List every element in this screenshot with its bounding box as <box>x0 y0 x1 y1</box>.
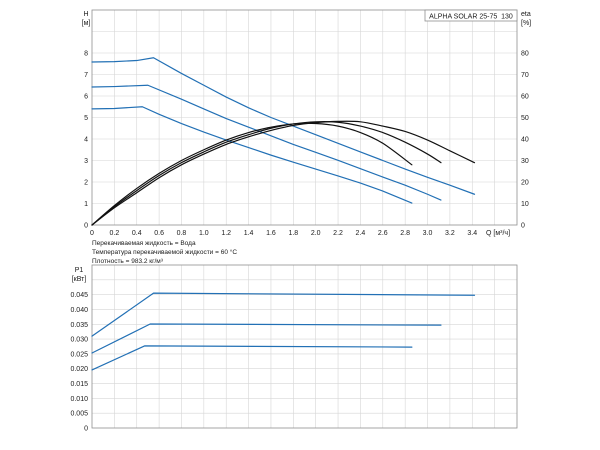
y2-tick-label: 20 <box>521 180 529 187</box>
y-tick-label: 1 <box>84 201 88 208</box>
x-tick-label: 0.4 <box>132 230 142 237</box>
y2-axis-unit: [%] <box>521 20 531 27</box>
y-tick-label: 0 <box>84 426 88 433</box>
x-axis-label: Q [м³/ч] <box>486 230 510 237</box>
y-tick-label: 0.005 <box>70 411 88 418</box>
y-tick-label: 0.045 <box>70 292 88 299</box>
note-density: Плотность = 983.2 кг/м³ <box>92 258 164 265</box>
y-tick-label: 0.020 <box>70 366 88 373</box>
power-chart-series <box>91 292 476 371</box>
x-tick-label: 1.4 <box>244 230 254 237</box>
power-axis-label: P1 <box>75 267 84 274</box>
power-curve <box>91 345 413 371</box>
y-tick-label: 7 <box>84 72 88 79</box>
y-tick-label: 0.025 <box>70 351 88 358</box>
y-tick-label: 0 <box>84 223 88 230</box>
x-tick-label: 2.4 <box>356 230 366 237</box>
note-fluid: Перекачиваемая жидкость = Вода <box>92 240 196 247</box>
fluid-notes: Перекачиваемая жидкость = Вода Температу… <box>92 240 237 265</box>
y-tick-label: 0.015 <box>70 381 88 388</box>
x-tick-label: 0.8 <box>177 230 187 237</box>
y-tick-label: 0.035 <box>70 322 88 329</box>
head-curve <box>91 57 476 195</box>
chart-title: ALPHA SOLAR 25-75 130 <box>429 13 513 20</box>
chart-title-box: ALPHA SOLAR 25-75 130 <box>424 9 518 22</box>
power-chart: 0 0.005 0.010 0.015 0.020 0.025 0.030 0.035 0.04… <box>70 264 518 433</box>
head-curve <box>91 84 442 201</box>
y-tick-label: 8 <box>84 51 88 58</box>
y-tick-label: 0.010 <box>70 396 88 403</box>
head-chart-tick-labels: 0 0.2 0.4 0.6 0.8 1.0 1.2 1.4 1.6 1.8 2.0 2.2 2.4 2.6… <box>84 51 529 238</box>
power-chart-grid <box>92 265 517 428</box>
x-tick-label: 0.6 <box>154 230 164 237</box>
x-tick-label: 1.8 <box>288 230 298 237</box>
y-axis-label: H <box>83 11 88 18</box>
x-tick-label: 3.2 <box>445 230 455 237</box>
y-tick-label: 6 <box>84 94 88 101</box>
efficiency-curve <box>91 122 413 226</box>
x-tick-label: 1.2 <box>221 230 231 237</box>
x-tick-label: 0 <box>90 230 94 237</box>
efficiency-curve <box>91 121 442 226</box>
efficiency-curve <box>91 120 476 226</box>
head-chart-series <box>91 57 476 226</box>
x-tick-label: 3.4 <box>467 230 477 237</box>
y-tick-label: 5 <box>84 115 88 122</box>
power-curve <box>91 323 442 354</box>
x-tick-label: 1.6 <box>266 230 276 237</box>
x-tick-label: 2.2 <box>333 230 343 237</box>
head-chart-frame <box>91 9 518 226</box>
y-tick-label: 0.030 <box>70 337 88 344</box>
x-tick-label: 2.8 <box>400 230 410 237</box>
x-tick-label: 0.2 <box>110 230 120 237</box>
y2-axis-label: eta <box>521 11 531 18</box>
power-chart-tick-labels: 0 0.005 0.010 0.015 0.020 0.025 0.030 0.035 0.04… <box>70 292 88 432</box>
y2-tick-label: 0 <box>521 223 525 230</box>
x-tick-label: 2.6 <box>378 230 388 237</box>
note-temperature: Температура перекачиваемой жидкости = 60… <box>92 248 237 256</box>
y2-tick-label: 60 <box>521 94 529 101</box>
power-curve <box>91 292 476 337</box>
y2-tick-label: 50 <box>521 115 529 122</box>
power-axis-unit: [кВт] <box>72 276 87 283</box>
head-curve <box>91 106 413 204</box>
head-efficiency-chart: ALPHA SOLAR 25-75 130 0 0.2 0.4 0.6 0.8 1.0 1.… <box>82 9 531 238</box>
y-tick-label: 4 <box>84 137 88 144</box>
y2-tick-label: 80 <box>521 51 529 58</box>
y2-tick-label: 40 <box>521 137 529 144</box>
y-tick-label: 2 <box>84 180 88 187</box>
y2-tick-label: 30 <box>521 158 529 165</box>
title-box-frame <box>424 9 518 22</box>
y-tick-label: 0.040 <box>70 307 88 314</box>
y2-tick-label: 70 <box>521 72 529 79</box>
y2-tick-label: 10 <box>521 201 529 208</box>
y-axis-unit: [м] <box>82 20 91 27</box>
x-tick-label: 3.0 <box>423 230 433 237</box>
y-tick-label: 3 <box>84 158 88 165</box>
x-tick-label: 2.0 <box>311 230 321 237</box>
head-chart-grid <box>92 10 517 225</box>
power-chart-frame <box>91 264 518 429</box>
x-tick-label: 1.0 <box>199 230 209 237</box>
